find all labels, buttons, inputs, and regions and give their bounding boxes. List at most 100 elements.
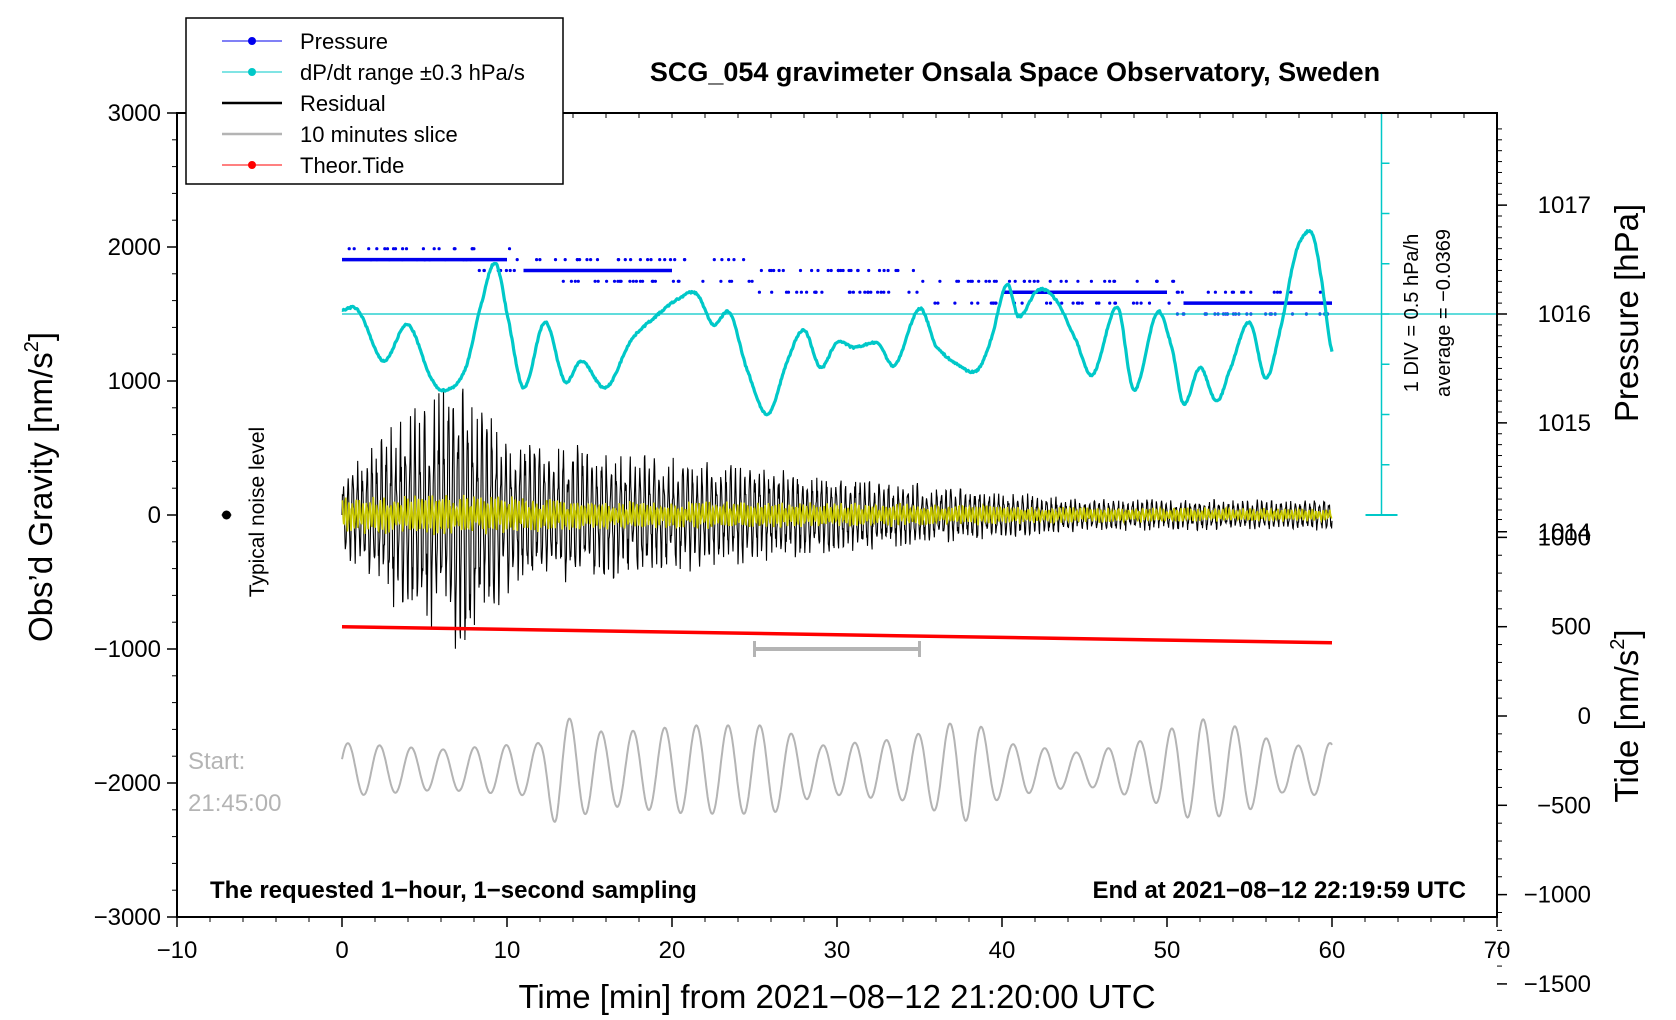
pressure-point [385,247,390,251]
slice-series [341,717,1333,823]
pressure-tick-label: 1014 [1538,519,1591,546]
pressure-point [641,279,645,283]
pressure-point [799,290,804,294]
pressure-point [956,279,961,283]
pressure-point [619,279,623,283]
tide-tick-label: −500 [1537,792,1591,819]
pressure-point [631,279,635,283]
pressure-point [847,290,852,294]
pressure-point [1095,301,1099,305]
pressure-point [428,258,432,262]
pressure-point [404,247,409,251]
pressure-point [757,290,762,294]
tide-tick-label: 1000 [1538,524,1591,551]
pressure-point [1147,301,1152,305]
y-tick-label: −2000 [94,770,161,797]
pressure-point [728,279,732,283]
legend-marker [248,68,256,76]
x-tick-label: 70 [1484,937,1511,964]
y-tick-label: 3000 [108,100,161,127]
pressure-tick-label: 1016 [1538,301,1591,328]
pressure-point [443,258,447,262]
pressure-point [612,279,617,283]
pressure-point [683,258,687,262]
pressure-point [810,268,814,273]
pressure-point [1022,279,1026,283]
x-tick-label: 40 [989,937,1016,964]
pressure-point [1272,290,1276,294]
pressure-point [882,268,886,273]
pressure-point [504,268,508,273]
pressure-point [814,290,818,294]
pressure-point [938,279,942,283]
pressure-point [623,258,627,262]
start-time-label: 21:45:00 [188,790,281,817]
pressure-point [836,268,841,273]
pressure-point [663,258,667,262]
scale-bar-label-2: average = −0.0369 [1433,229,1455,397]
x-tick-label: −10 [157,937,198,964]
pressure-point [777,268,781,273]
pressure-point [936,301,940,305]
pressure-point [1278,290,1282,294]
pressure-point [820,290,824,294]
pressure-point [867,268,871,273]
chart-title: SCG_054 gravimeter Onsala Space Observat… [650,57,1380,87]
pressure-point [585,258,589,262]
pressure-point [375,258,379,262]
pressure-point [847,268,851,273]
pressure-point [1213,290,1217,294]
tide-tick-label: −1000 [1524,882,1591,909]
pressure-point [605,279,609,283]
pressure-point [851,290,856,294]
pressure-point [1108,279,1112,283]
pressure-point [805,290,809,294]
pressure-point [638,258,643,262]
pressure-point [1167,301,1171,305]
pressure-point [786,290,791,294]
pressure-point [732,258,736,262]
pressure-point [415,258,419,262]
pressure-point [453,247,457,251]
pressure-point [1135,279,1139,283]
y-tick-label: 2000 [108,234,161,261]
pressure-point [879,290,883,294]
pressure-point [1249,290,1253,294]
pressure-point [1318,290,1322,294]
legend: Pressure dP/dt range ±0.3 hPa/s Residual 10… [185,17,564,185]
noise-marker [222,510,231,520]
pressure-point [1131,301,1136,305]
x-tick-label: 0 [335,937,348,964]
pressure-point [671,279,676,283]
pressure-point [829,268,833,273]
tide-tick-label: 500 [1551,614,1591,641]
pressure-point [719,279,723,283]
pressure-point [712,258,716,262]
tide-axis-label: Tide [nm/s2] [1607,629,1645,802]
pressure-point [1103,279,1107,283]
y-tick-label: 1000 [108,368,161,395]
pressure-point [1112,279,1116,283]
pressure-point [1289,290,1293,294]
pressure-point [573,279,577,283]
pressure-point [876,290,880,294]
pressure-point [617,258,621,262]
pressure-point [1020,301,1024,305]
pressure-point [367,247,371,251]
pressure-point [747,279,751,283]
pressure-tick-label: 1017 [1538,192,1591,219]
pressure-point [826,268,830,273]
pressure-point [1064,279,1068,283]
pressure-point [1108,301,1112,305]
pressure-point [1223,290,1228,294]
pressure-point [482,268,486,273]
slice-line [341,717,1333,823]
pressure-point [347,247,351,251]
pressure-point [423,258,427,262]
pressure-point [638,279,643,283]
pressure-point [953,301,957,305]
pressure-point [1240,290,1244,294]
pressure-point [653,279,658,283]
pressure-point [575,258,580,262]
